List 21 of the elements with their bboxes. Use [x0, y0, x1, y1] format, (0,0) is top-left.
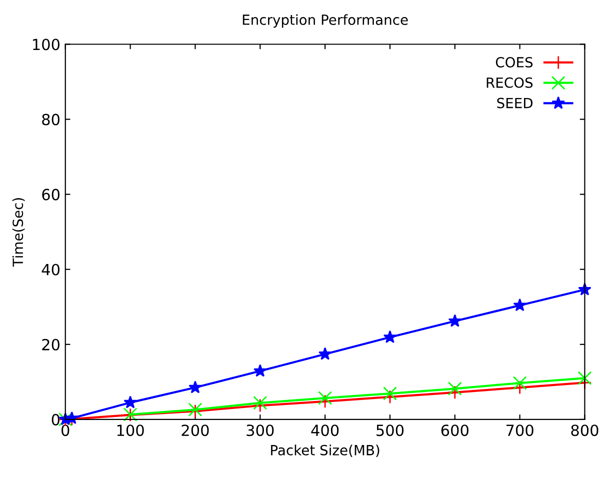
x-tick-label: 0 [62, 424, 70, 436]
y-tick-label: 60 [42, 188, 60, 200]
chart-title: Encryption Performance [242, 14, 408, 28]
x-tick-label: 300 [246, 424, 274, 436]
y-tick-label: 80 [42, 114, 60, 126]
x-tick-label: 400 [311, 424, 339, 436]
y-tick-label: 40 [42, 264, 60, 276]
y-tick-label: 100 [33, 38, 60, 50]
x-tick-label: 200 [182, 424, 209, 436]
x-tick-label: 600 [441, 424, 468, 436]
y-axis-title: Time(Sec) [12, 198, 25, 267]
y-tick-label: 0 [52, 414, 60, 426]
x-tick-label: 100 [117, 424, 144, 436]
legend-label: COES [496, 56, 533, 68]
y-tick-label: 20 [42, 338, 60, 350]
x-axis-title: Packet Size(MB) [271, 444, 380, 458]
legend-label: SEED [497, 98, 533, 108]
x-tick-label: 500 [376, 424, 404, 436]
x-tick-label: 800 [571, 424, 598, 436]
legend-label: RECOS [486, 77, 533, 88]
x-tick-label: 700 [506, 424, 534, 436]
